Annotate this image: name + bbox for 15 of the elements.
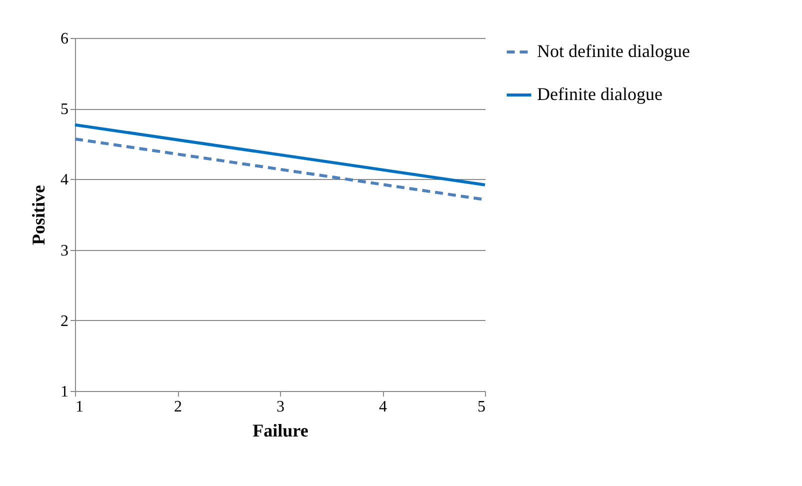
y-tick-label: 4	[60, 172, 68, 189]
y-axis-title: Positive	[28, 185, 48, 245]
y-tick-label: 3	[60, 242, 68, 260]
x-tick-label: 3	[276, 398, 284, 416]
y-tick-label: 5	[60, 101, 68, 118]
x-tick-label: 1	[76, 398, 84, 416]
legend-label: Not definite dialogue	[537, 41, 690, 61]
x-tick-label: 2	[174, 398, 182, 416]
x-axis-title: Failure	[252, 420, 308, 440]
y-tick-label: 1	[60, 384, 68, 400]
y-tick-label: 6	[60, 30, 68, 48]
y-tick-label: 2	[60, 312, 68, 330]
x-tick-label: 4	[379, 398, 387, 416]
legend-label: Definite dialogue	[537, 84, 662, 104]
x-tick-label: 5	[478, 398, 486, 416]
